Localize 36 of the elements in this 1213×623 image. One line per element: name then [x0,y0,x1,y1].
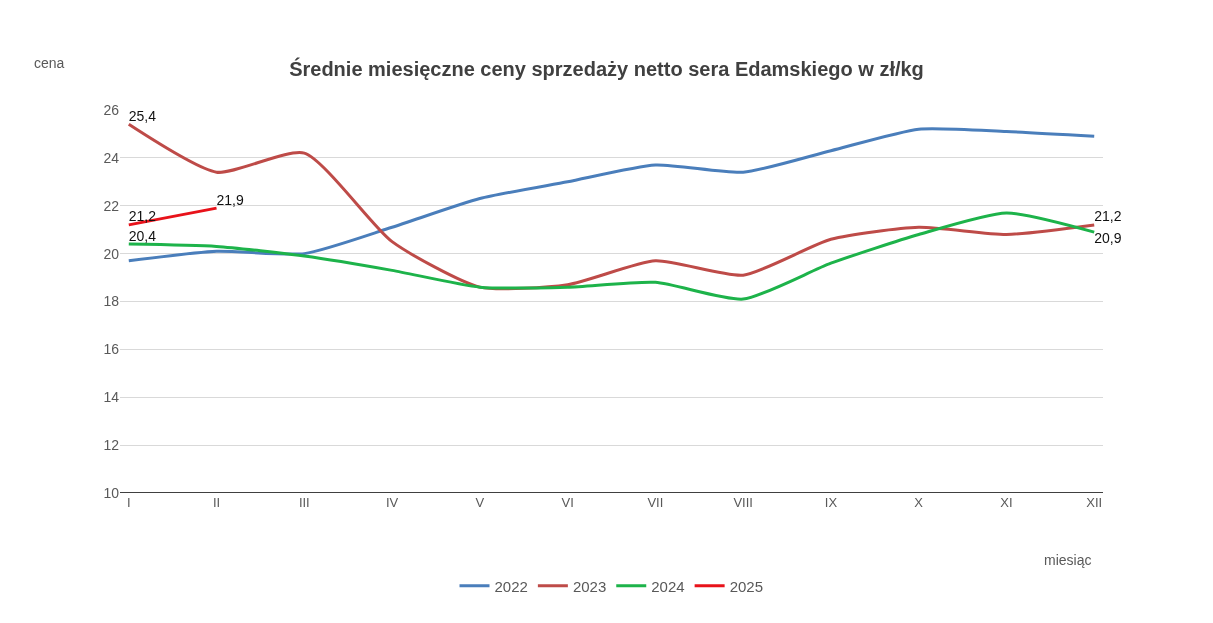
legend-label: 2023 [572,577,607,595]
y-tick-label: 16 [103,341,120,358]
x-tick-label: IX [824,495,838,510]
x-tick-label: V [475,495,485,510]
x-tick-label: IV [385,495,399,510]
y-tick-label: 18 [103,293,120,310]
data-label: 20,4 [128,227,157,244]
x-tick-label: II [212,495,221,510]
line-series [127,127,1096,263]
legend-label: 2025 [729,577,763,595]
x-tick-label: I [126,495,131,510]
x-tick-label: VII [647,495,664,510]
y-tick-label: 22 [103,197,120,214]
line-series [127,211,1096,301]
data-label: 21,9 [216,191,244,208]
y-tick-label: 12 [103,437,120,454]
x-tick-label: XI [1000,495,1013,510]
data-label: 21,2 [128,208,157,225]
data-label: 25,4 [128,107,157,124]
legend-label: 2024 [651,577,685,595]
x-tick-label: VIII [733,495,753,510]
y-tick-label: 14 [103,389,120,406]
x-tick-label: III [298,495,310,510]
data-label: 20,9 [1094,229,1122,246]
y-tick-label: 26 [103,101,120,118]
legend-label: 2022 [494,577,528,595]
x-tick-label: VI [561,495,574,510]
y-axis-title: cena [34,55,65,71]
x-tick-label: X [914,495,924,510]
x-tick-label: XII [1086,495,1103,510]
y-tick-label: 10 [103,484,120,501]
y-tick-label: 20 [103,245,120,262]
data-label: 21,2 [1094,208,1122,225]
y-tick-label: 24 [103,149,120,166]
chart-title: Średnie miesięczne ceny sprzedaży netto sera Edamskiego w zł/kg [289,57,924,81]
x-axis-title: miesiąc [1044,552,1092,568]
